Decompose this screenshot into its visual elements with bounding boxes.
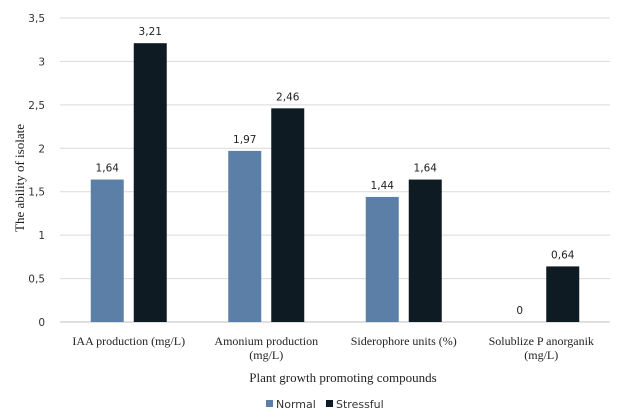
data-label: 1,64 [414, 163, 438, 175]
data-label: 2,46 [276, 91, 300, 103]
data-label: 1,44 [371, 180, 395, 192]
y-tick-label: 0 [38, 317, 45, 329]
data-labels: 1,64 3,21 1,97 2,46 1,44 1,64 0 0,64 [96, 26, 575, 317]
bar-stressful-2 [271, 108, 305, 323]
bar-normal-2 [228, 150, 262, 322]
y-axis-ticks: 0 0,5 1 1,5 2 2,5 3 3,5 [28, 13, 45, 329]
x-category-label: Solublize P anorganik [489, 334, 594, 348]
legend-label-normal: Normal [276, 398, 316, 411]
x-axis-title: Plant growth promoting compounds [249, 370, 436, 385]
y-tick-label: 1 [38, 230, 45, 242]
bar-stressful-4 [546, 266, 580, 322]
data-label: 1,97 [233, 134, 256, 146]
y-tick-label: 0,5 [28, 274, 45, 286]
bar-normal-1 [90, 179, 124, 322]
y-axis-title: The ability of isolate [12, 124, 27, 232]
x-category-label: (mg/L) [249, 348, 283, 362]
x-category-label: (mg/L) [524, 348, 558, 362]
bars [90, 43, 580, 323]
data-label: 3,21 [139, 26, 162, 38]
bar-stressful-3 [408, 179, 442, 322]
data-label: 0,64 [551, 249, 575, 261]
x-category-label: Siderophore units (%) [351, 334, 457, 348]
y-tick-label: 2 [38, 143, 45, 155]
y-tick-label: 3,5 [28, 13, 45, 25]
bar-normal-3 [365, 196, 399, 322]
data-label: 0 [516, 305, 523, 317]
x-category-label: IAA production (mg/L) [72, 334, 185, 348]
x-axis-category-labels: IAA production (mg/L) Amonium production(… [72, 334, 593, 362]
legend: Normal Stressful [266, 398, 384, 411]
legend-label-stressful: Stressful [336, 398, 384, 411]
y-tick-label: 1,5 [28, 187, 45, 199]
y-tick-label: 2,5 [28, 100, 45, 112]
legend-swatch-stressful [326, 400, 333, 407]
data-label: 1,64 [96, 163, 120, 175]
bar-stressful-1 [133, 43, 167, 323]
y-tick-label: 3 [38, 56, 45, 68]
x-category-label: Amonium production [214, 334, 318, 348]
legend-swatch-normal [266, 400, 273, 407]
